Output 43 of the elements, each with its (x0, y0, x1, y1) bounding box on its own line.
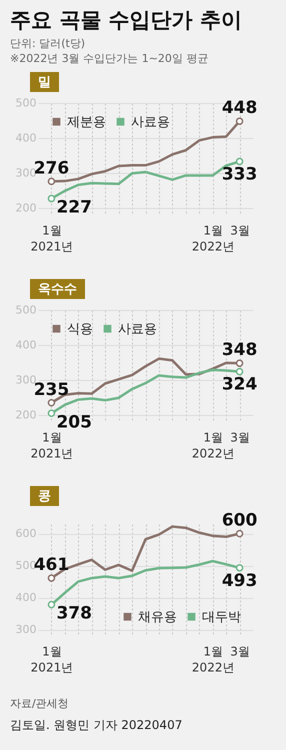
data-label: 227 (56, 198, 92, 218)
data-label: 348 (222, 340, 258, 360)
data-label: 333 (222, 164, 258, 184)
point (48, 178, 56, 186)
data-label: 448 (222, 98, 258, 118)
legend-label: 제분용 (67, 114, 106, 130)
point (48, 410, 56, 417)
data-label: 205 (56, 412, 92, 432)
y-tick-label: 300 (16, 374, 36, 386)
data-label: 378 (56, 604, 92, 624)
text: 단위: 달러(t당) (10, 36, 86, 51)
point (236, 564, 244, 572)
chart-title: 옥수수 (30, 279, 85, 299)
point (236, 359, 244, 367)
legend-label: 식용 (67, 322, 93, 337)
text: ※2022년 3월 수입단가는 1~20일 평균 (10, 51, 210, 66)
chart-title: 콩 (30, 486, 59, 506)
data-label: 461 (34, 555, 70, 576)
point (48, 600, 56, 608)
legend-label: 사료용 (118, 322, 157, 337)
text: 김토일. 원형민 기자 20220407 (10, 717, 184, 734)
y-tick-label: 300 (16, 166, 36, 180)
chart-title: 밀 (30, 72, 59, 92)
legend-label: 대두박 (202, 610, 241, 625)
data-label: 324 (222, 374, 258, 395)
data-label: 600 (222, 510, 258, 531)
y-tick-label: 500 (16, 559, 36, 572)
legend-label: 사료용 (131, 114, 170, 130)
point (48, 194, 56, 202)
text: 자료/관세청 (10, 696, 70, 711)
point (48, 574, 56, 582)
point (236, 117, 244, 125)
data-label: 493 (222, 570, 258, 591)
point (236, 368, 244, 376)
x-tick-label: 1월 2021년 (30, 644, 74, 674)
x-tick-label: 1월 2021년 (30, 224, 74, 254)
data-label: 235 (34, 380, 70, 400)
point (236, 158, 244, 166)
text: 주요 곡물 수입단가 추이 (10, 7, 243, 34)
point (236, 530, 244, 538)
point (48, 399, 56, 406)
x-tick-label: 1월 2021년 (30, 430, 74, 460)
legend-label: 채유용 (138, 610, 177, 625)
